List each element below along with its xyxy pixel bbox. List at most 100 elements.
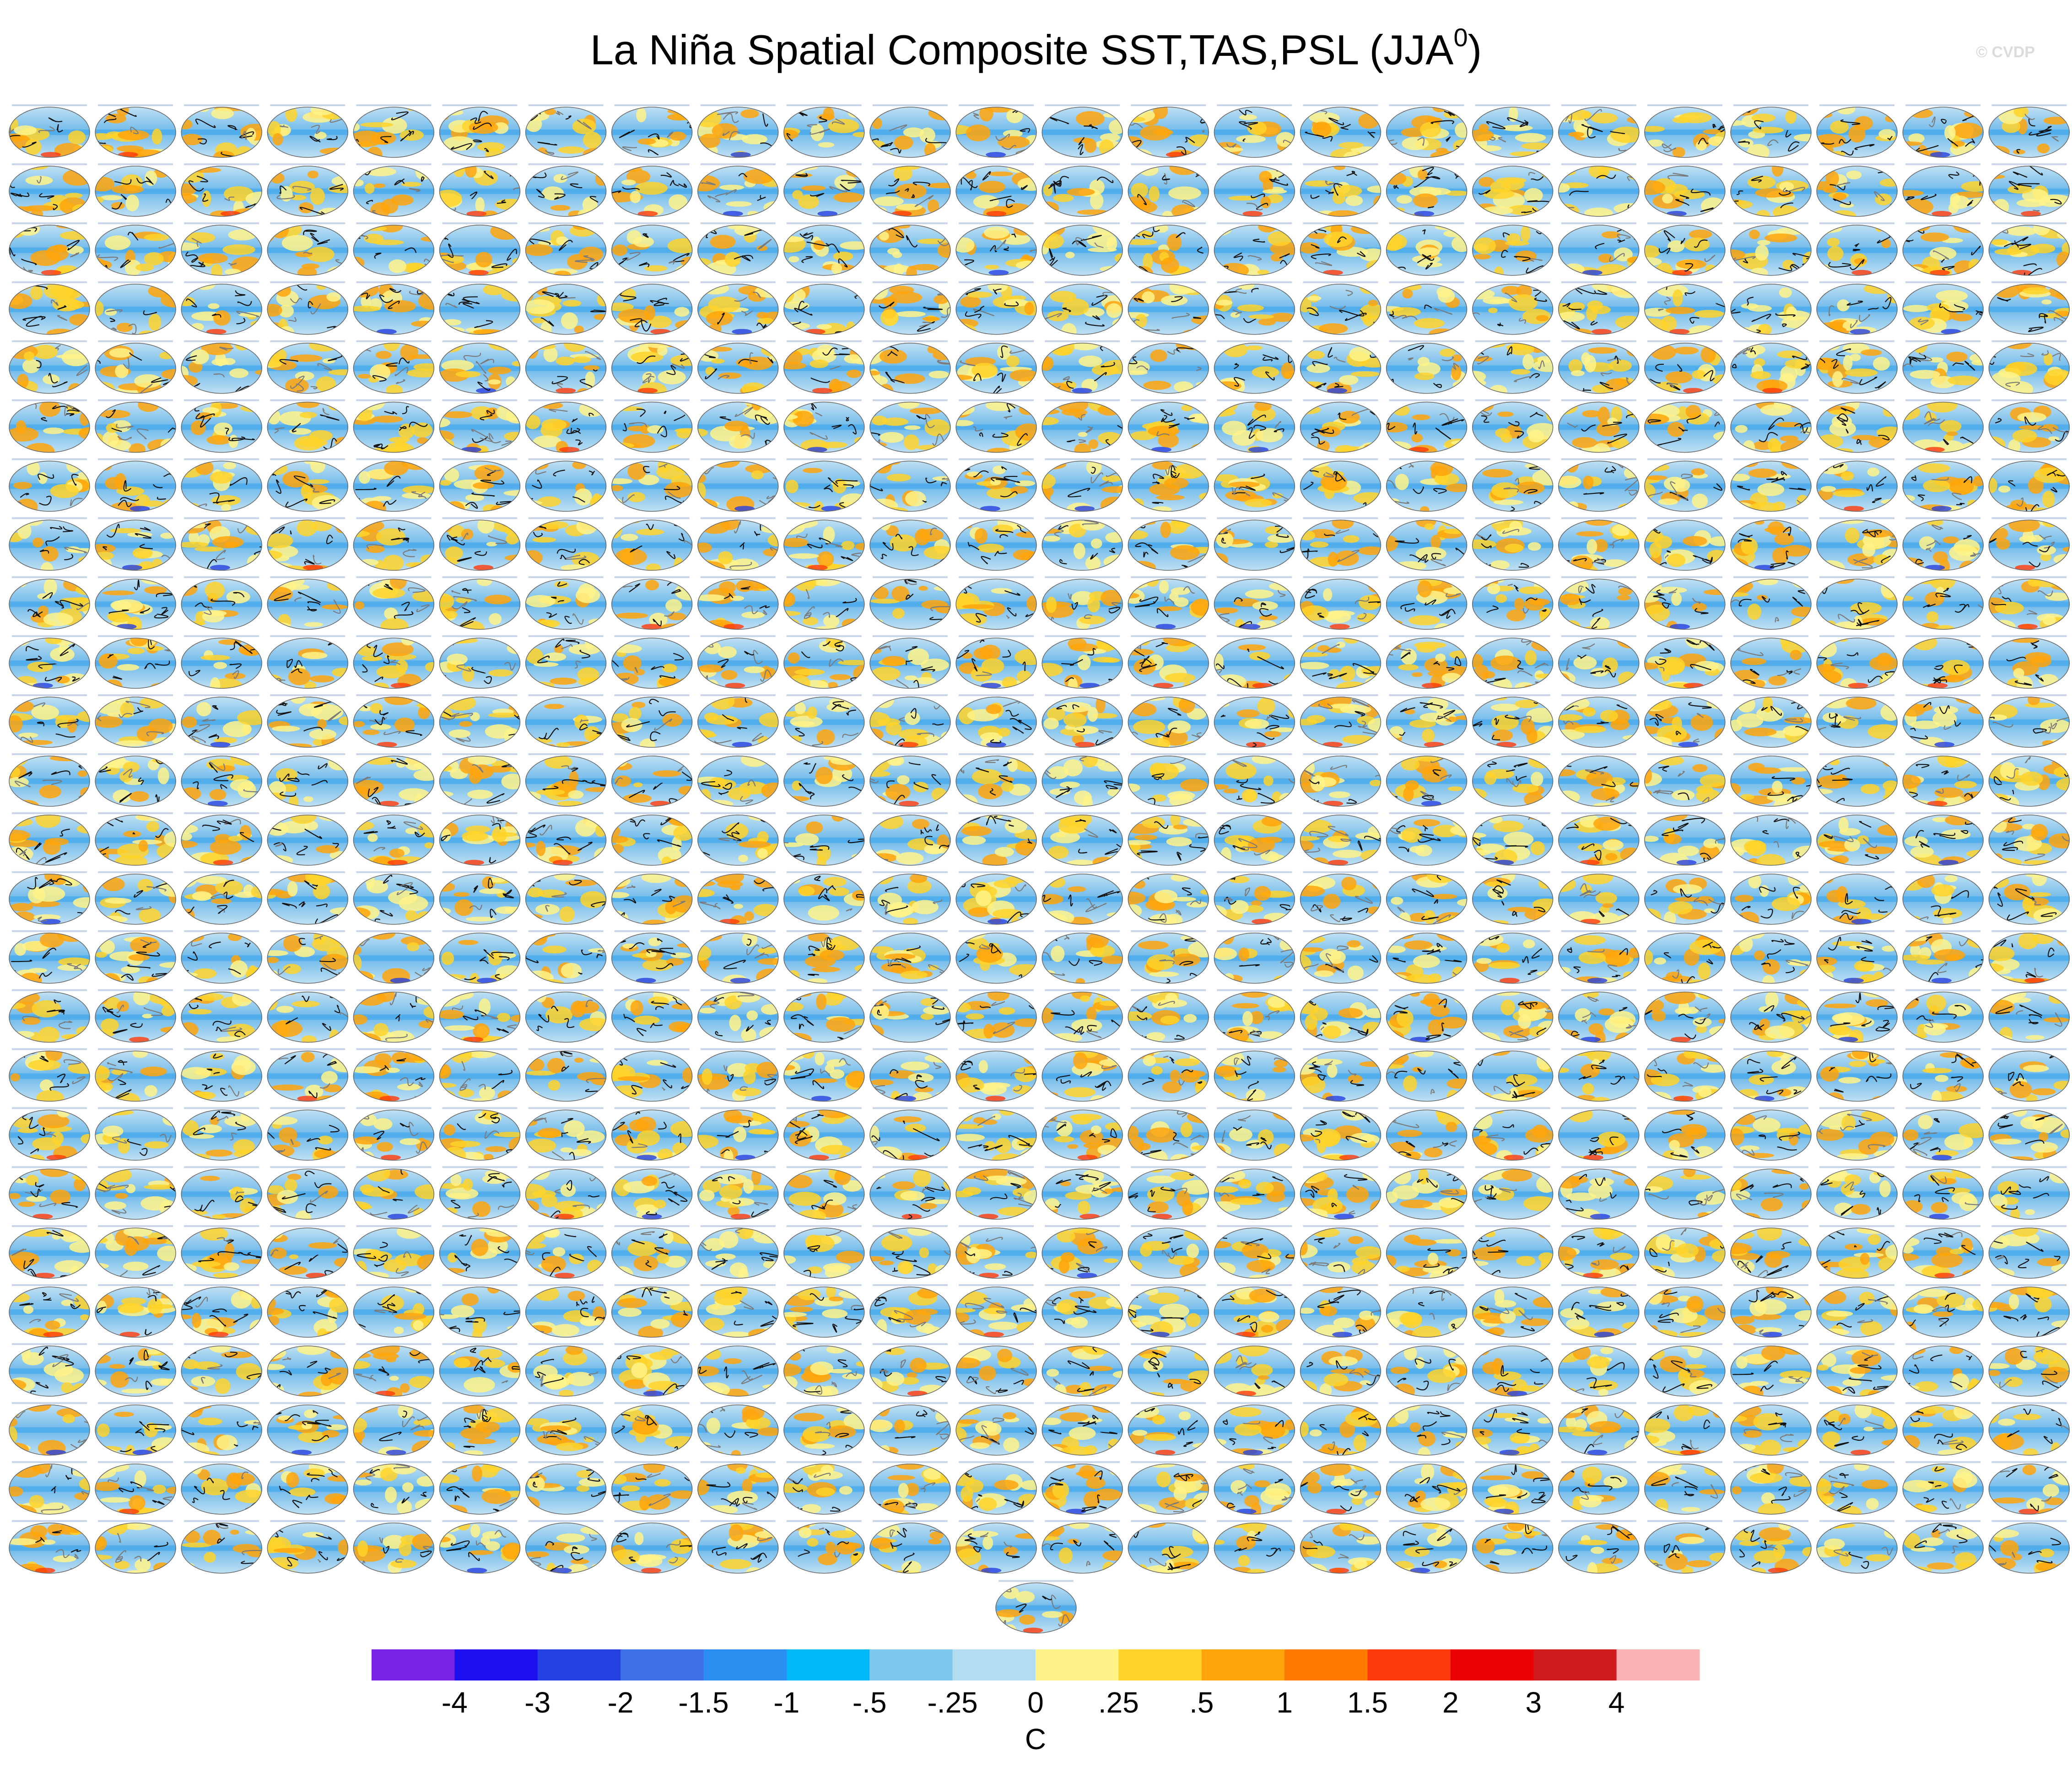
map-panel xyxy=(9,812,90,866)
map-panel xyxy=(1902,458,1984,512)
colorbar-swatch xyxy=(952,1649,1036,1681)
colorbar-tick-label: .5 xyxy=(1189,1686,1214,1719)
map-panel xyxy=(1730,517,1812,571)
map-panel xyxy=(439,458,521,512)
map-panel xyxy=(525,812,607,866)
map-panel xyxy=(1816,812,1898,866)
map-panel xyxy=(955,340,1037,394)
map-panel xyxy=(955,104,1037,158)
map-panel xyxy=(955,635,1037,689)
colorbar-swatch xyxy=(1616,1649,1700,1681)
map-panel xyxy=(1472,222,1554,276)
colorbar-swatch xyxy=(1533,1649,1617,1681)
map-panel xyxy=(95,517,176,571)
map-panel xyxy=(1214,458,1295,512)
map-panel xyxy=(181,222,262,276)
map-panel xyxy=(1472,458,1554,512)
map-panel xyxy=(697,812,779,866)
colorbar-swatch xyxy=(1036,1649,1119,1681)
map-panel xyxy=(1644,635,1726,689)
colorbar-tick-label: -.25 xyxy=(927,1686,977,1719)
map-panel xyxy=(1386,222,1468,276)
map-panel xyxy=(267,871,349,925)
map-panel xyxy=(1472,517,1554,571)
map-panel xyxy=(1041,576,1123,630)
map-panel xyxy=(1128,399,1209,453)
map-panel xyxy=(697,517,779,571)
map-panel xyxy=(1300,222,1381,276)
colorbar-swatch xyxy=(1367,1649,1451,1681)
map-panel xyxy=(1816,635,1898,689)
map-panel xyxy=(267,694,349,748)
map-panel xyxy=(1558,576,1640,630)
map-panel xyxy=(869,812,951,866)
map-panel xyxy=(1214,163,1295,217)
map-panel xyxy=(869,694,951,748)
map-panel xyxy=(353,399,435,453)
map-panel xyxy=(1558,694,1640,748)
map-panel xyxy=(1214,281,1295,335)
chart-title: La Niña Spatial Composite SST,TAS,PSL (J… xyxy=(590,23,1482,74)
map-panel xyxy=(1386,517,1468,571)
colorbar-swatch xyxy=(454,1649,538,1681)
map-panel xyxy=(1644,222,1726,276)
map-panel xyxy=(9,281,90,335)
map-panel xyxy=(1300,635,1381,689)
map-panel xyxy=(9,576,90,630)
map-panel xyxy=(1472,635,1554,689)
map-panel xyxy=(181,163,262,217)
map-panel xyxy=(783,576,865,630)
map-panel xyxy=(439,635,521,689)
map-panel xyxy=(1300,517,1381,571)
map-panel xyxy=(611,104,693,158)
map-panel xyxy=(1300,694,1381,748)
map-panel xyxy=(525,104,607,158)
map-panel xyxy=(1988,222,2070,276)
map-panel xyxy=(439,222,521,276)
cvdp-watermark: © CVDP xyxy=(1976,43,2035,61)
map-panel xyxy=(1128,694,1209,748)
map-panel xyxy=(1816,458,1898,512)
colorbar-swatch xyxy=(537,1649,621,1681)
map-panel xyxy=(1730,163,1812,217)
map-panel xyxy=(955,222,1037,276)
map-panel xyxy=(353,163,435,217)
map-panel xyxy=(1128,163,1209,217)
map-panel xyxy=(9,399,90,453)
map-panel xyxy=(1902,517,1984,571)
colorbar-tick-label: 1.5 xyxy=(1347,1686,1388,1719)
map-panel xyxy=(697,281,779,335)
map-panel xyxy=(697,399,779,453)
colorbar-swatch xyxy=(621,1649,704,1681)
map-panel xyxy=(1041,517,1123,571)
map-panel xyxy=(1988,340,2070,394)
map-panel xyxy=(9,753,90,807)
colorbar-swatch xyxy=(869,1649,953,1681)
colorbar-swatch xyxy=(1118,1649,1202,1681)
map-panel xyxy=(869,281,951,335)
map-panel xyxy=(955,517,1037,571)
map-panel xyxy=(353,576,435,630)
colorbar-tick-label: 3 xyxy=(1525,1686,1542,1719)
map-panel xyxy=(611,163,693,217)
map-panel xyxy=(1644,399,1726,453)
map-panel xyxy=(1300,458,1381,512)
map-panel xyxy=(955,812,1037,866)
map-panel xyxy=(1300,281,1381,335)
map-panel xyxy=(353,458,435,512)
map-panel xyxy=(783,104,865,158)
map-panel xyxy=(1386,104,1468,158)
map-panel xyxy=(783,694,865,748)
map-panel xyxy=(955,458,1037,512)
colorbar-tick-label: 4 xyxy=(1608,1686,1625,1719)
map-panel xyxy=(783,517,865,571)
map-panel xyxy=(1730,281,1812,335)
map-panel xyxy=(1902,281,1984,335)
colorbar-swatch xyxy=(703,1649,787,1681)
map-panel xyxy=(697,635,779,689)
map-panel xyxy=(1300,163,1381,217)
map-panel xyxy=(1472,163,1554,217)
map-panel xyxy=(1386,694,1468,748)
